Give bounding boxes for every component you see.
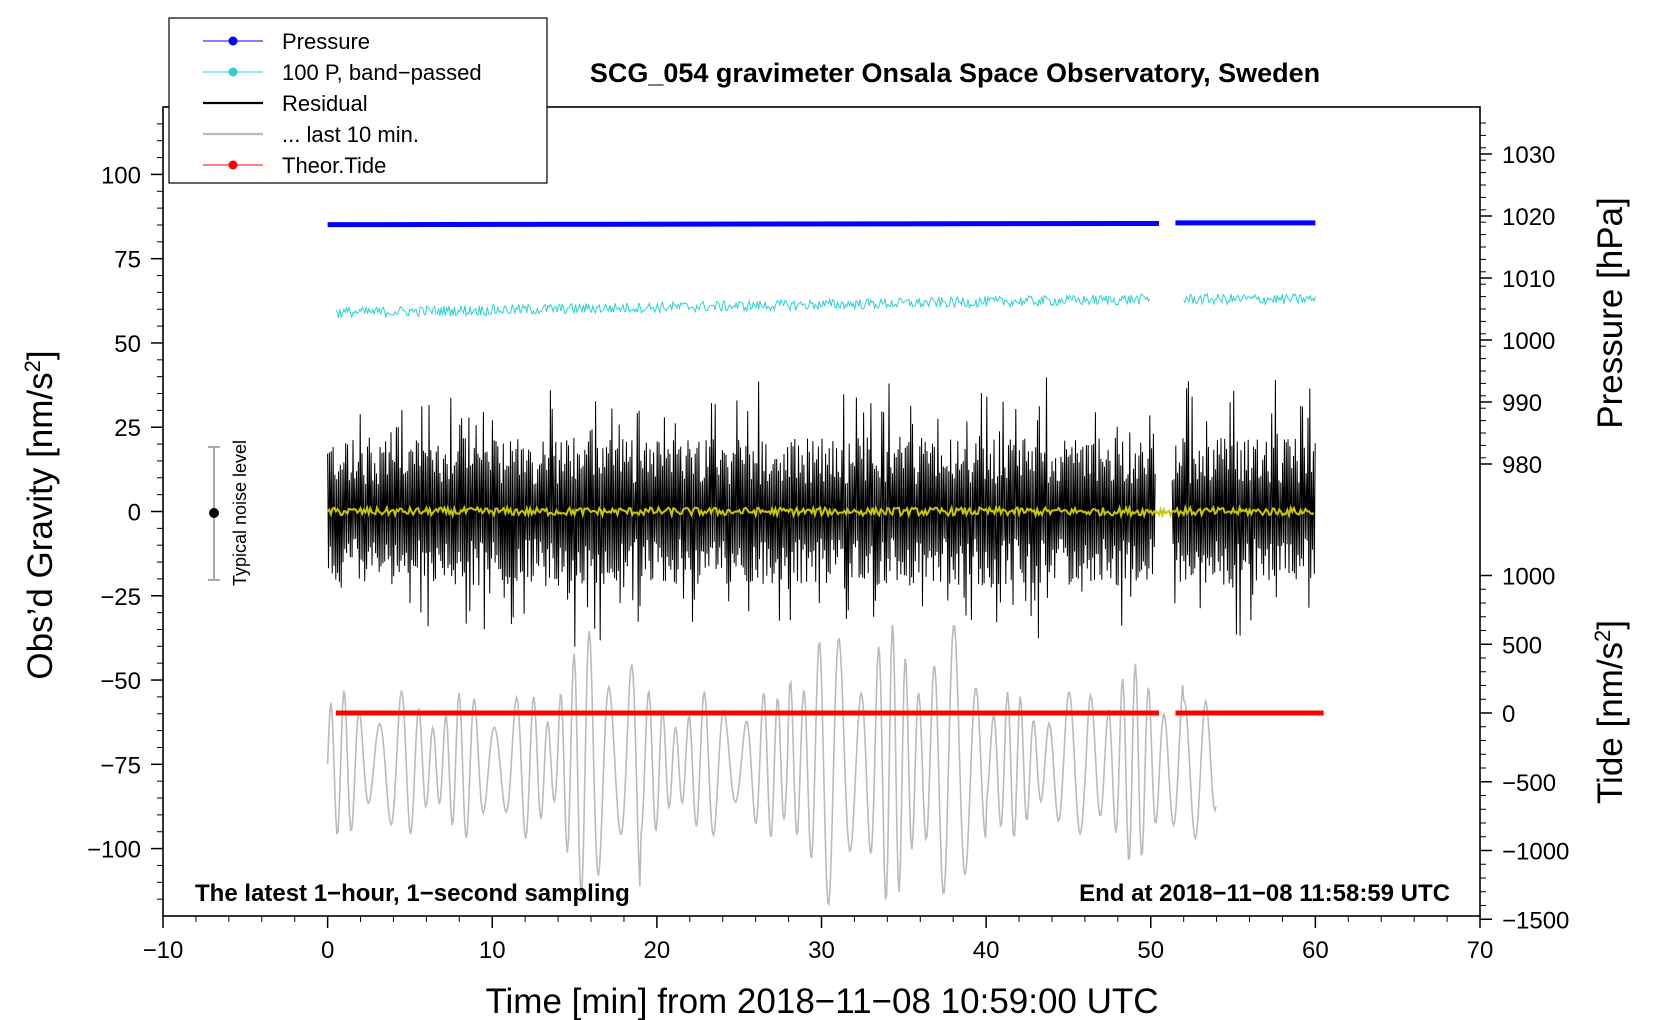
noise-label: Typical noise level [230, 440, 250, 586]
tide-tick-label: −500 [1502, 770, 1556, 797]
y-tick-label: −100 [87, 837, 141, 864]
y-axis-title-left-main: Obs’d Gravity [nm/s [21, 372, 60, 679]
y-tick-label: 75 [114, 247, 141, 274]
y-tick-label: 25 [114, 415, 141, 442]
y-tick-label: 100 [101, 162, 141, 189]
series-residual-smoothed [326, 503, 1315, 520]
x-tick-label: 60 [1302, 937, 1329, 964]
series-pressure-bandpassed-segment-2 [1183, 292, 1316, 307]
y-axis-title-tide-sup: 2 [1590, 630, 1615, 642]
legend-item: Theor.Tide [203, 153, 386, 178]
x-tick-label: 40 [973, 937, 1000, 964]
legend-label: 100 P, band−passed [282, 60, 482, 85]
tide-tick-label: 1000 [1502, 564, 1555, 591]
legend-marker [228, 36, 238, 46]
annotation-right: End at 2018−11−08 11:58:59 UTC [1079, 880, 1450, 907]
tick-layer: −10 0 10 20 30 40 50 60 701007550250−25−50−75−10… [87, 122, 1569, 964]
legend-marker [228, 67, 238, 77]
legend-marker [228, 160, 238, 170]
legend-box [168, 17, 548, 184]
pressure-tick-label: 990 [1502, 390, 1542, 417]
annotation-left: The latest 1−hour, 1−second sampling [195, 880, 630, 907]
series-residual-segment-2 [1171, 380, 1316, 636]
x-tick-label: 0 [321, 937, 334, 964]
y-tick-label: −25 [100, 584, 141, 611]
noise-level-indicator: Typical noise level [208, 440, 250, 586]
series-residual-segment-1 [327, 377, 1156, 647]
noise-center-dot [209, 508, 219, 518]
tide-tick-label: −1000 [1502, 839, 1569, 866]
chart-title: SCG_054 gravimeter Onsala Space Observat… [590, 58, 1320, 88]
y-axis-title-left: Obs’d Gravity [nm/s2] [20, 350, 61, 679]
tide-tick-label: 500 [1502, 632, 1542, 659]
y-axis-title-tide-end: ] [1591, 620, 1630, 630]
tide-tick-label: −1500 [1502, 907, 1569, 934]
legend-items: Pressure 100 P, band−passed Residual ... la… [203, 29, 482, 178]
data-layer [326, 220, 1324, 907]
legend-item: Residual [203, 91, 368, 116]
legend-label: Theor.Tide [282, 153, 386, 178]
y-tick-label: 50 [114, 331, 141, 358]
tide-tick-label: 0 [1502, 701, 1515, 728]
x-tick-label: −10 [143, 937, 184, 964]
y-tick-label: −75 [100, 752, 141, 779]
y-axis-title-left-sup: 2 [20, 360, 45, 372]
x-tick-label: 70 [1467, 937, 1494, 964]
x-tick-label: 50 [1137, 937, 1164, 964]
legend-item: ... last 10 min. [203, 122, 419, 147]
x-axis-title: Time [min] from 2018−11−08 10:59:00 UTC [485, 982, 1158, 1020]
legend: Pressure 100 P, band−passed Residual ... la… [168, 17, 548, 184]
y-axis-title-tide-main: Tide [nm/s [1591, 642, 1630, 804]
y-axis-title-tide: Tide [nm/s2] [1590, 620, 1631, 804]
legend-label: Residual [282, 91, 368, 116]
pressure-tick-label: 980 [1502, 452, 1542, 479]
x-tick-label: 10 [479, 937, 506, 964]
x-tick-label: 20 [644, 937, 671, 964]
pressure-tick-label: 1000 [1502, 328, 1555, 355]
series-last-10-min [326, 624, 1217, 907]
legend-label: Pressure [282, 29, 370, 54]
legend-item: Pressure [203, 29, 370, 54]
x-tick-label: 30 [808, 937, 835, 964]
legend-label: ... last 10 min. [282, 122, 419, 147]
y-axis-title-pressure: Pressure [hPa] [1591, 197, 1630, 429]
y-axis-title-left-end: ] [21, 350, 60, 360]
series-pressure-bandpassed-segment-1 [335, 293, 1151, 319]
pressure-tick-label: 1010 [1502, 266, 1555, 293]
series-pressure-segment-1 [327, 220, 1159, 228]
y-tick-label: −50 [100, 668, 141, 695]
pressure-tick-label: 1020 [1502, 204, 1555, 231]
pressure-tick-label: 1030 [1502, 142, 1555, 169]
y-tick-label: 0 [128, 500, 141, 527]
legend-item: 100 P, band−passed [203, 60, 482, 85]
